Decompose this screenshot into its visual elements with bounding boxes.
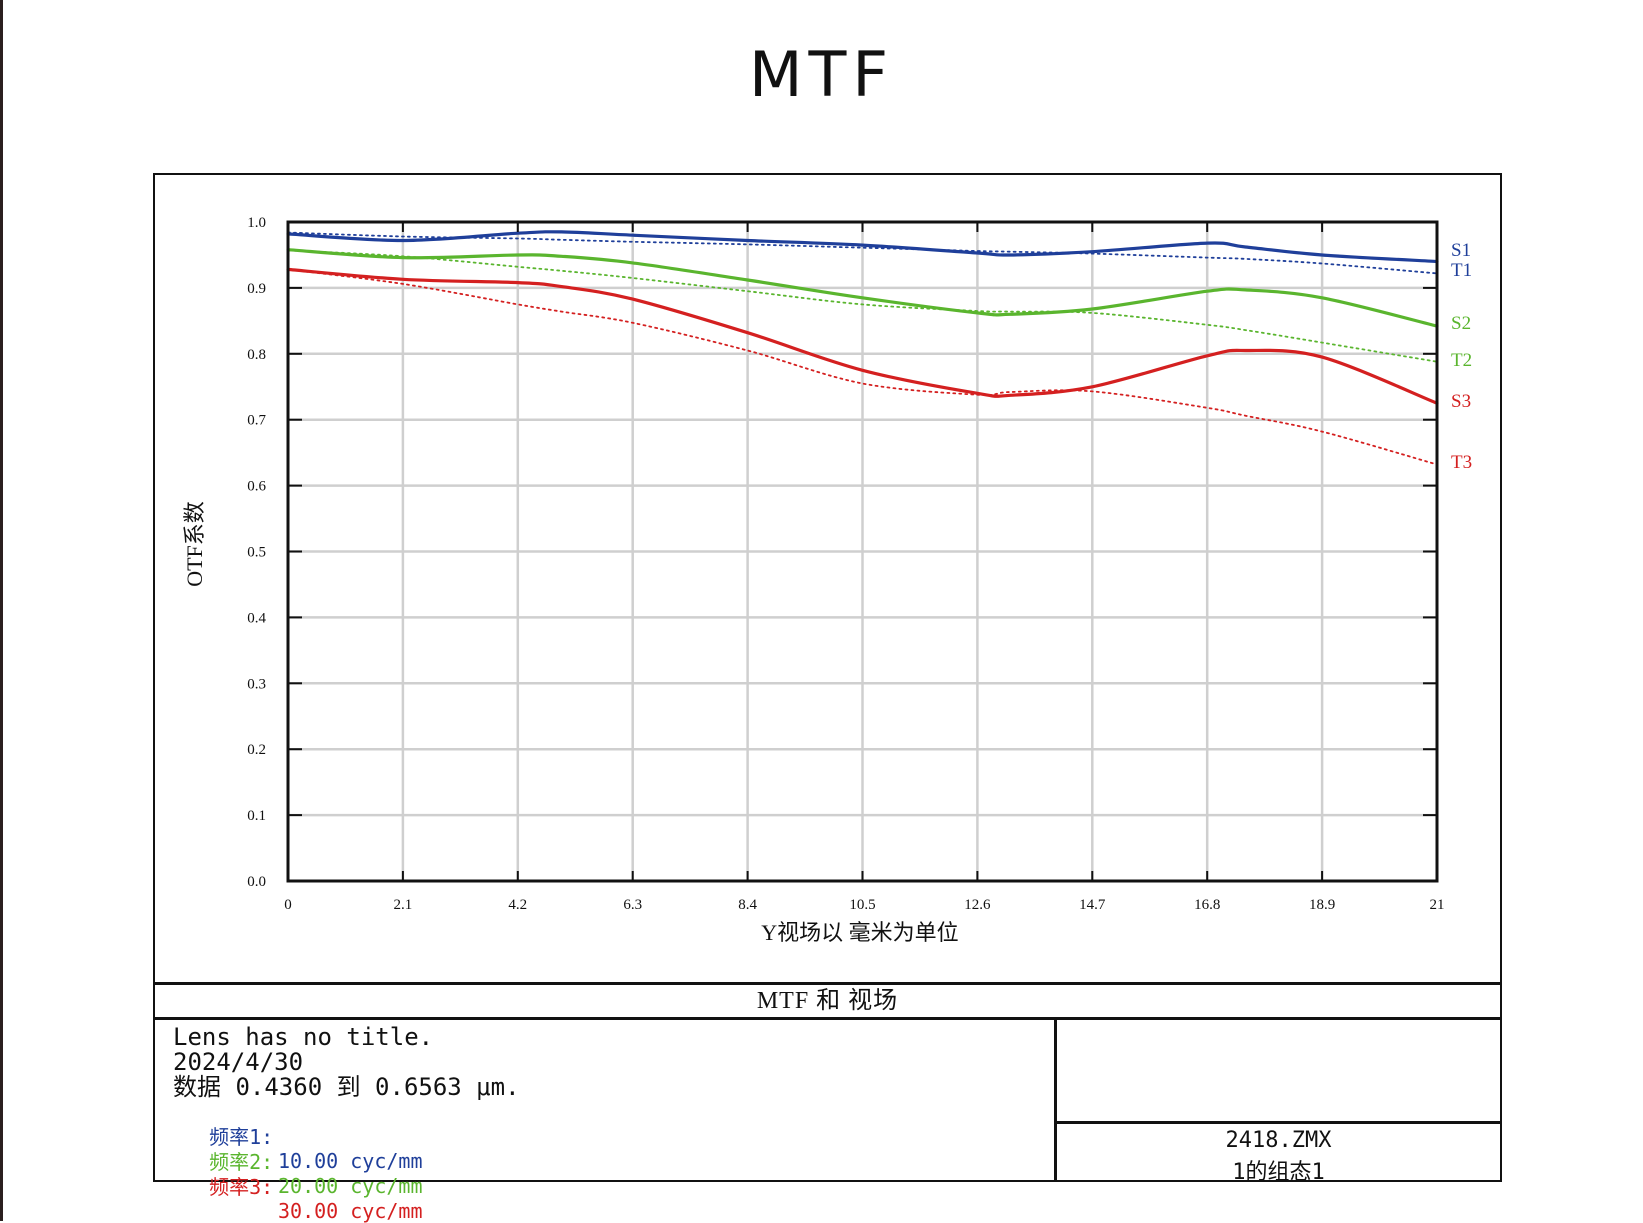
x-tick-label: 14.7 bbox=[1079, 897, 1106, 913]
lens-title: Lens has no title. bbox=[173, 1023, 434, 1051]
left-edge-rule bbox=[0, 0, 3, 1221]
y-tick-label: 0.2 bbox=[247, 742, 266, 758]
frequency-row-3: 频率3: 30.00 cyc/mm bbox=[185, 1151, 422, 1223]
series-label-s3: S3 bbox=[1451, 391, 1471, 412]
series-label-t2: T2 bbox=[1451, 350, 1472, 371]
x-tick-label: 10.5 bbox=[849, 897, 875, 913]
frequency-label: 频率3: bbox=[209, 1175, 274, 1199]
x-tick-label: 2.1 bbox=[394, 897, 413, 913]
x-tick-label: 16.8 bbox=[1194, 897, 1220, 913]
series-label-s2: S2 bbox=[1451, 313, 1471, 334]
series-line-t2 bbox=[287, 249, 1438, 363]
frequency-value: 10.00 cyc/mm bbox=[278, 1149, 423, 1173]
y-tick-label: 0.8 bbox=[247, 347, 266, 363]
mtf-chart: 0 2.1 4.2 6.3 8.4 10.5 12.6 14.7 16.8 18.9 21 0.0 0.… bbox=[182, 215, 1472, 945]
configuration: 1的组态1 bbox=[1232, 1160, 1325, 1185]
series-line-s2 bbox=[286, 248, 1439, 328]
y-tick-label: 0.7 bbox=[247, 413, 266, 429]
page-title: MTF bbox=[748, 38, 895, 111]
frequency-value: 20.00 cyc/mm bbox=[278, 1174, 423, 1198]
x-tick-label: 6.3 bbox=[623, 897, 642, 913]
chart-subtitle: MTF 和 视场 bbox=[756, 988, 899, 1014]
x-tick-label: 4.2 bbox=[508, 897, 527, 913]
file-box-rule bbox=[1054, 1121, 1502, 1124]
y-tick-label: 0.9 bbox=[247, 281, 266, 297]
axes-layer bbox=[286, 220, 1439, 883]
frequency-row-2: 频率2: 20.00 cyc/mm bbox=[185, 1126, 422, 1198]
y-tick-label: 0.0 bbox=[247, 874, 266, 890]
frequency-label: 频率1: bbox=[209, 1125, 274, 1149]
series-label-t1: T1 bbox=[1451, 260, 1472, 281]
plot-border bbox=[286, 220, 1439, 883]
x-tick-label: 8.4 bbox=[738, 897, 757, 913]
y-tick-label: 0.4 bbox=[247, 610, 266, 626]
x-tick-label: 12.6 bbox=[964, 897, 991, 913]
frequency-value: 30.00 cyc/mm bbox=[278, 1199, 423, 1223]
labels-layer: 0 2.1 4.2 6.3 8.4 10.5 12.6 14.7 16.8 18.9 21 0.0 0.… bbox=[247, 215, 1472, 913]
table-rule-top bbox=[153, 982, 1502, 985]
report-date: 2024/4/30 bbox=[173, 1048, 304, 1076]
table-divider bbox=[1054, 1017, 1057, 1182]
series-line-t3 bbox=[287, 268, 1438, 466]
file-name: 2418.ZMX bbox=[1225, 1128, 1332, 1153]
series-layer bbox=[286, 230, 1439, 466]
x-axis-label: Y视场以 毫米为单位 bbox=[761, 920, 958, 945]
x-tick-label: 21 bbox=[1430, 897, 1445, 913]
series-label-s1: S1 bbox=[1451, 240, 1471, 261]
wavelength-range: 数据 0.4360 到 0.6563 μm. bbox=[173, 1073, 520, 1101]
table-rule-middle bbox=[153, 1017, 1502, 1020]
series-line-s1 bbox=[286, 230, 1439, 264]
y-tick-label: 0.6 bbox=[247, 479, 266, 495]
y-axis-label: OTF系数 bbox=[182, 501, 207, 587]
plot-frame bbox=[153, 173, 1502, 1182]
x-tick-label: 0 bbox=[284, 897, 292, 913]
series-line-s3 bbox=[286, 267, 1439, 405]
y-tick-label: 0.5 bbox=[247, 545, 266, 561]
series-line-t1 bbox=[287, 231, 1438, 275]
y-tick-label: 1.0 bbox=[247, 215, 266, 231]
y-tick-label: 0.1 bbox=[247, 808, 266, 824]
frequency-label: 频率2: bbox=[209, 1150, 274, 1174]
x-tick-label: 18.9 bbox=[1309, 897, 1335, 913]
frequency-row-1: 频率1: 10.00 cyc/mm bbox=[185, 1101, 422, 1173]
grid-layer bbox=[286, 220, 1439, 883]
y-tick-label: 0.3 bbox=[247, 676, 266, 692]
series-label-t3: T3 bbox=[1451, 452, 1472, 473]
